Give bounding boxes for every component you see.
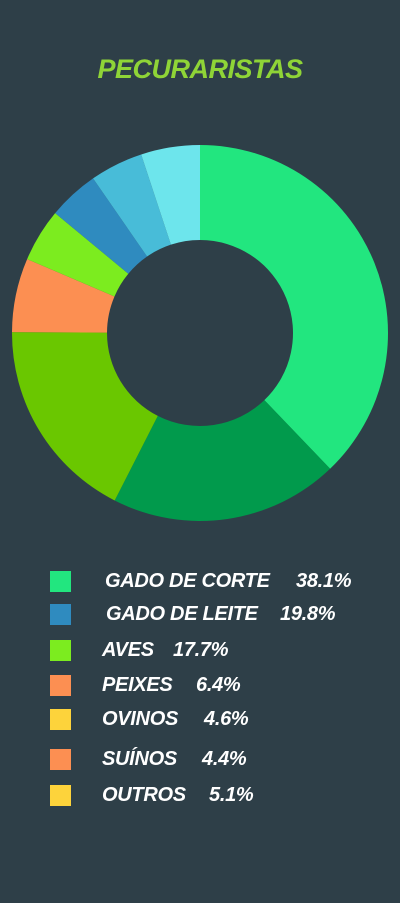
chart-title: PECURARISTAS (97, 54, 303, 84)
legend-swatch (50, 748, 71, 770)
legend-swatch (50, 708, 71, 730)
legend-item-gado-de-leite: GADO DE LEITE 19.8% (50, 601, 336, 627)
legend-label: AVES (102, 638, 154, 661)
legend-value: 38.1% (296, 569, 352, 592)
donut-slice-outros (141, 145, 200, 245)
donut-slice-peixes (12, 259, 115, 333)
legend-swatch (50, 639, 71, 661)
donut-slice-aves (12, 332, 158, 501)
legend-item-outros: OUTROS 5.1% (50, 782, 254, 808)
donut-slice-su-nos (55, 178, 148, 274)
legend-swatch (50, 674, 71, 696)
legend-value: 6.4% (196, 673, 241, 696)
donut-slice-gado-de-corte (200, 145, 388, 469)
legend-swatch (50, 784, 71, 806)
legend-item-peixes: PEIXES 6.4% (50, 672, 241, 698)
legend-swatch (50, 603, 71, 625)
donut-slice-extra (93, 154, 171, 257)
legend-label: PEIXES (102, 673, 173, 696)
legend-value: 19.8% (280, 602, 336, 625)
legend-label: GADO DE CORTE (105, 569, 270, 592)
donut-slice-ovinos (27, 213, 129, 297)
legend-item-suinos: SUÍNOS 4.4% (50, 746, 247, 772)
legend-value: 4.6% (204, 707, 249, 730)
legend-label: SUÍNOS (102, 747, 177, 770)
legend-label: GADO DE LEITE (106, 602, 258, 625)
legend-value: 17.7% (173, 638, 229, 661)
donut-chart (12, 145, 388, 522)
legend-label: OVINOS (102, 707, 178, 730)
legend-label: OUTROS (102, 783, 186, 806)
legend-item-aves: AVES 17.7% (50, 637, 229, 663)
legend-item-gado-de-corte: GADO DE CORTE 38.1% (50, 568, 352, 594)
legend-value: 4.4% (202, 747, 247, 770)
donut-slice-gado-de-leite (114, 400, 331, 522)
legend-item-ovinos: OVINOS 4.6% (50, 706, 249, 732)
legend-swatch (50, 570, 71, 592)
legend-value: 5.1% (209, 783, 254, 806)
